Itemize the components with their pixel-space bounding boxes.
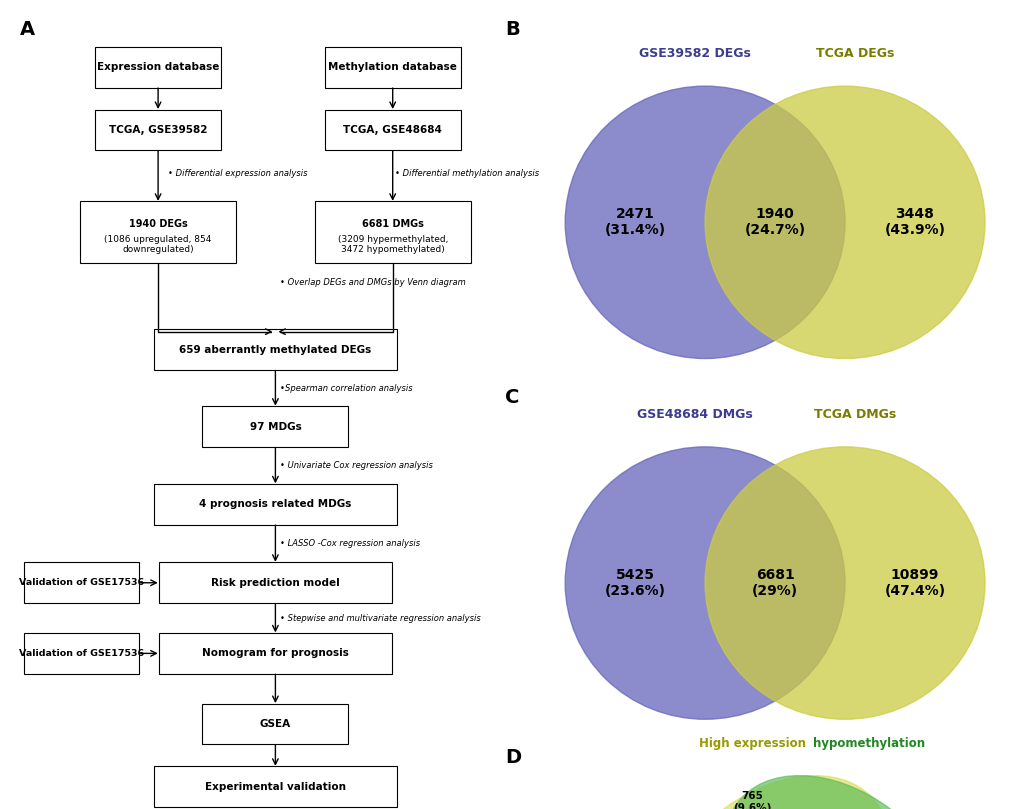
Text: (1086 upregulated, 854
downregulated): (1086 upregulated, 854 downregulated): [104, 235, 212, 254]
Text: Risk prediction model: Risk prediction model: [211, 578, 339, 588]
Ellipse shape: [723, 776, 953, 809]
FancyBboxPatch shape: [314, 201, 471, 263]
Text: Validation of GSE17536: Validation of GSE17536: [19, 578, 144, 587]
FancyBboxPatch shape: [159, 562, 391, 604]
Text: Methylation database: Methylation database: [328, 62, 457, 72]
Text: 5425
(23.6%): 5425 (23.6%): [604, 568, 665, 598]
FancyBboxPatch shape: [96, 47, 221, 87]
Text: GSE48684 DMGs: GSE48684 DMGs: [637, 408, 752, 421]
Ellipse shape: [704, 86, 984, 358]
Text: C: C: [504, 388, 519, 407]
Text: 10899
(47.4%): 10899 (47.4%): [883, 568, 945, 598]
FancyBboxPatch shape: [203, 406, 348, 447]
Text: • LASSO -Cox regression analysis: • LASSO -Cox regression analysis: [280, 539, 420, 548]
Text: Validation of GSE17536: Validation of GSE17536: [19, 649, 144, 658]
FancyBboxPatch shape: [159, 633, 391, 674]
Text: B: B: [504, 20, 520, 39]
FancyBboxPatch shape: [324, 47, 461, 87]
Text: 659 aberrantly methylated DEGs: 659 aberrantly methylated DEGs: [179, 345, 371, 354]
Ellipse shape: [565, 86, 845, 358]
Text: Experimental validation: Experimental validation: [205, 781, 345, 792]
Text: 765
(9.6%): 765 (9.6%): [733, 791, 770, 809]
Ellipse shape: [704, 447, 984, 719]
Text: • Stepwise and multivariate regression analysis: • Stepwise and multivariate regression a…: [280, 613, 481, 623]
Text: High expression: High expression: [698, 737, 805, 750]
Ellipse shape: [660, 776, 889, 809]
Text: TCGA DEGs: TCGA DEGs: [815, 48, 894, 61]
FancyBboxPatch shape: [81, 201, 236, 263]
FancyBboxPatch shape: [203, 704, 348, 744]
FancyBboxPatch shape: [24, 562, 140, 604]
Text: TCGA, GSE48684: TCGA, GSE48684: [343, 125, 441, 135]
FancyBboxPatch shape: [96, 109, 221, 150]
FancyBboxPatch shape: [154, 766, 396, 807]
Text: hypomethylation: hypomethylation: [813, 737, 924, 750]
Text: 1940
(24.7%): 1940 (24.7%): [744, 207, 805, 237]
Text: 2471
(31.4%): 2471 (31.4%): [604, 207, 665, 237]
Text: • Differential methylation analysis: • Differential methylation analysis: [395, 168, 539, 178]
Text: 6681
(29%): 6681 (29%): [751, 568, 798, 598]
Text: TCGA DMGs: TCGA DMGs: [813, 408, 896, 421]
Ellipse shape: [565, 447, 845, 719]
Text: • Univariate Cox regression analysis: • Univariate Cox regression analysis: [280, 461, 433, 470]
FancyBboxPatch shape: [324, 109, 461, 150]
Text: A: A: [20, 20, 36, 39]
Text: 1940 DEGs: 1940 DEGs: [128, 218, 187, 228]
Text: TCGA, GSE39582: TCGA, GSE39582: [109, 125, 207, 135]
Text: (3209 hypermethylated,
3472 hypomethylated): (3209 hypermethylated, 3472 hypomethylat…: [337, 235, 447, 254]
Text: 97 MDGs: 97 MDGs: [250, 421, 301, 431]
Text: GSE39582 DEGs: GSE39582 DEGs: [639, 48, 750, 61]
FancyBboxPatch shape: [154, 329, 396, 370]
Text: Expression database: Expression database: [97, 62, 219, 72]
Text: • Overlap DEGs and DMGs by Venn diagram: • Overlap DEGs and DMGs by Venn diagram: [280, 278, 466, 287]
Text: 6681 DMGs: 6681 DMGs: [362, 218, 423, 228]
Text: D: D: [504, 748, 521, 767]
Text: GSEA: GSEA: [260, 719, 290, 729]
Text: Nomogram for prognosis: Nomogram for prognosis: [202, 648, 348, 659]
Text: •Spearman correlation analysis: •Spearman correlation analysis: [280, 383, 413, 392]
FancyBboxPatch shape: [24, 633, 140, 674]
Text: 3448
(43.9%): 3448 (43.9%): [883, 207, 945, 237]
Text: 4 prognosis related MDGs: 4 prognosis related MDGs: [199, 499, 352, 510]
FancyBboxPatch shape: [154, 484, 396, 525]
Text: • Differential expression analysis: • Differential expression analysis: [168, 168, 308, 178]
